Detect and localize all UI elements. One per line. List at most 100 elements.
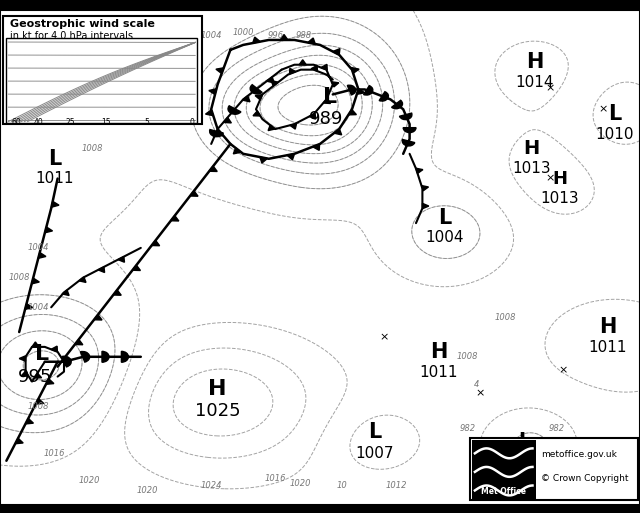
Text: 982: 982 [548,424,565,433]
Polygon shape [45,227,52,233]
Polygon shape [26,419,33,424]
Text: 1011: 1011 [589,341,627,356]
Text: ×: × [546,83,555,93]
Polygon shape [308,38,316,44]
Text: L: L [323,87,337,107]
Text: 1014: 1014 [515,74,554,90]
Polygon shape [422,203,429,209]
Polygon shape [253,37,260,43]
Text: 15: 15 [100,118,111,127]
Wedge shape [228,106,241,114]
Text: 1008: 1008 [175,28,196,37]
Bar [3,16,202,124]
Polygon shape [36,399,44,404]
Polygon shape [209,89,216,94]
Wedge shape [392,100,403,109]
Polygon shape [51,346,58,352]
Text: 1004: 1004 [28,303,49,312]
Polygon shape [21,371,29,376]
Text: 1004: 1004 [506,454,544,469]
Polygon shape [321,64,327,70]
Text: L: L [48,149,61,169]
Polygon shape [209,166,217,171]
Text: H: H [523,140,540,159]
Polygon shape [332,82,339,87]
Polygon shape [94,314,102,320]
Polygon shape [171,215,179,221]
Text: 1016: 1016 [88,115,110,124]
Polygon shape [35,373,42,378]
Text: 1012: 1012 [120,65,142,74]
Polygon shape [333,49,340,55]
Text: 1011: 1011 [419,365,458,380]
Wedge shape [348,85,356,95]
Text: 1016: 1016 [44,449,65,458]
Polygon shape [46,379,54,384]
Polygon shape [334,129,342,135]
Polygon shape [280,34,288,40]
Wedge shape [81,351,90,362]
Text: © Crown Copyright: © Crown Copyright [541,473,628,483]
Text: 1020: 1020 [136,486,158,495]
Text: 1020: 1020 [79,476,100,485]
Text: L: L [438,208,451,228]
Polygon shape [299,60,306,65]
Text: ×: × [476,388,484,398]
Text: L: L [35,344,49,364]
Wedge shape [122,351,129,362]
Text: 60: 60 [11,118,21,127]
Text: Forecast chart (T+00) Valid 00 UTC Mon 10 Jun 2024: Forecast chart (T+00) Valid 00 UTC Mon 1… [3,1,223,9]
Text: ×: × [546,173,555,184]
Polygon shape [223,117,231,123]
Wedge shape [210,130,223,137]
Polygon shape [152,241,159,246]
Text: L: L [368,422,381,442]
Polygon shape [234,148,241,154]
Polygon shape [309,113,316,119]
Polygon shape [268,125,275,131]
Polygon shape [311,66,317,71]
Polygon shape [205,110,213,116]
Text: 1010: 1010 [595,127,634,142]
Polygon shape [312,144,319,150]
Text: ×: × [559,366,568,376]
Text: 1007: 1007 [355,446,394,461]
Text: 1008: 1008 [495,313,516,322]
Text: 1008: 1008 [8,273,30,282]
Text: 5: 5 [145,118,150,127]
Text: 1004: 1004 [28,243,49,252]
Polygon shape [290,124,296,129]
Text: 1013: 1013 [541,191,579,206]
Wedge shape [403,128,416,133]
Polygon shape [190,191,198,196]
Wedge shape [62,356,71,367]
Text: 1012: 1012 [386,481,408,490]
Text: Met Office: Met Office [481,487,526,497]
Polygon shape [267,77,275,83]
Polygon shape [216,68,224,73]
Text: 1020: 1020 [143,85,164,94]
Text: 1008: 1008 [82,144,104,153]
Text: L: L [608,104,621,124]
Text: 1020: 1020 [290,479,312,487]
Polygon shape [38,252,46,259]
Text: 0: 0 [189,118,195,127]
Polygon shape [64,361,70,366]
Text: 1004: 1004 [200,30,222,40]
Polygon shape [260,157,268,163]
Polygon shape [287,154,294,160]
Text: H: H [209,379,227,399]
Text: 1011: 1011 [35,171,74,186]
Wedge shape [250,85,262,94]
Text: 1016: 1016 [264,473,286,483]
Text: 40: 40 [33,118,44,127]
Text: 996: 996 [267,30,284,40]
Text: H: H [429,342,447,362]
Text: 988: 988 [296,30,312,40]
Polygon shape [118,256,124,262]
Polygon shape [289,68,296,74]
Text: L: L [518,431,531,450]
Polygon shape [253,111,260,116]
Polygon shape [215,131,223,136]
Polygon shape [51,201,59,207]
